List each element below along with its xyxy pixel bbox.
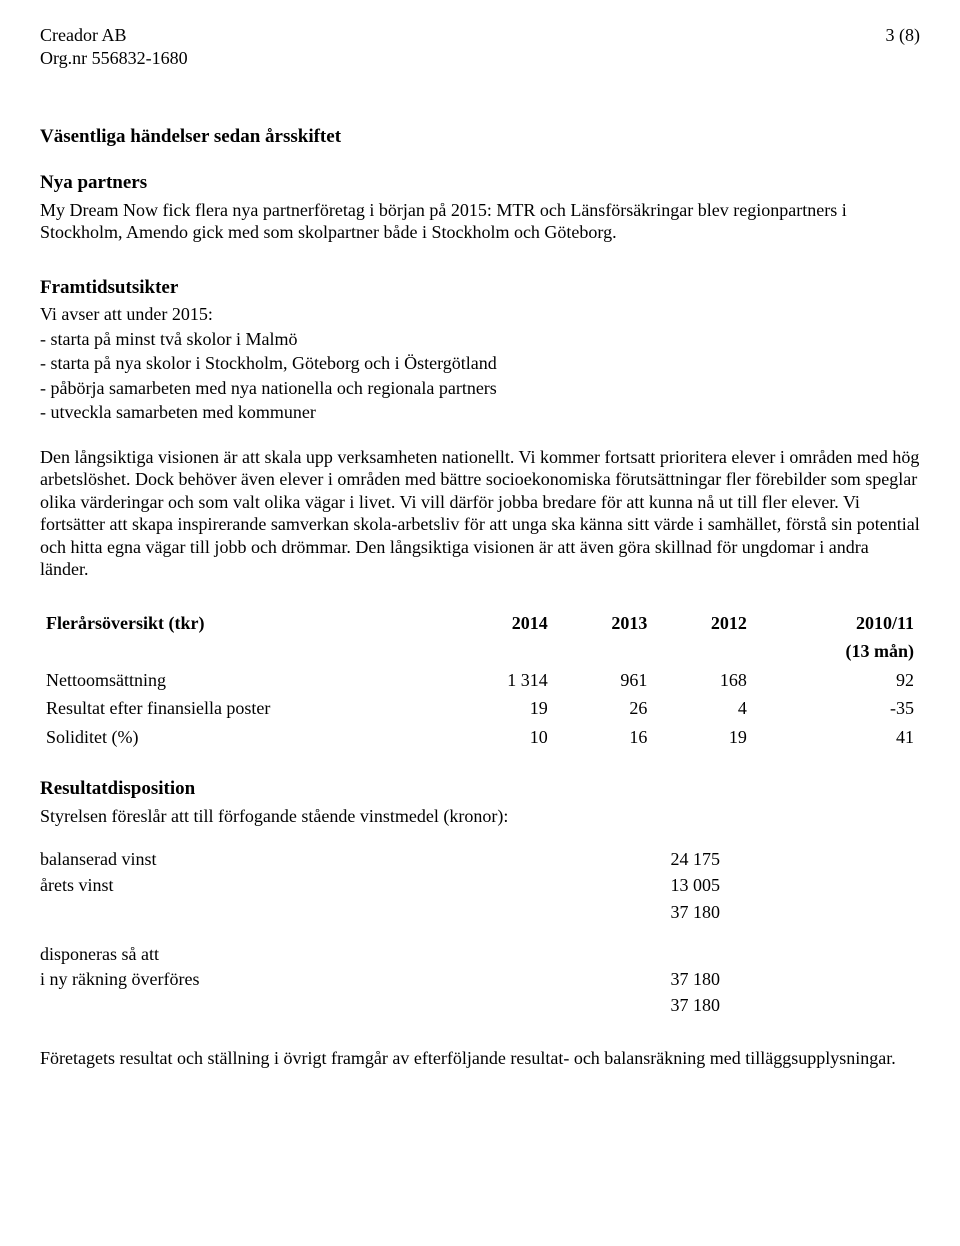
disp-value: 24 175	[580, 846, 720, 873]
disposition-intro: Styrelsen föreslår att till förfogande s…	[40, 805, 920, 828]
future-bullet-1: - starta på nya skolor i Stockholm, Göte…	[40, 352, 920, 375]
table-row: Resultat efter finansiella poster 19 26 …	[40, 694, 920, 723]
row-label-2: Soliditet (%)	[40, 723, 445, 752]
cell: 10	[445, 723, 554, 752]
heading-events: Väsentliga händelser sedan årsskiftet	[40, 125, 920, 149]
col-year-1: 2013	[554, 609, 654, 638]
col-year-3: 2010/11	[753, 609, 920, 638]
disposition-table-2: i ny räkning överföres 37 180 37 180	[40, 966, 720, 1019]
disp-value: 37 180	[580, 899, 720, 926]
row-label-0: Nettoomsättning	[40, 666, 445, 695]
disposition-mid: disponeras så att	[40, 943, 920, 966]
cell: 26	[554, 694, 654, 723]
disp-label: årets vinst	[40, 872, 580, 899]
cell: 961	[554, 666, 654, 695]
org-number: Org.nr 556832-1680	[40, 47, 188, 70]
heading-partners: Nya partners	[40, 171, 920, 195]
bottom-note: Företagets resultat och ställning i övri…	[40, 1047, 920, 1070]
company-name: Creador AB	[40, 24, 188, 47]
col-year-2: 2012	[653, 609, 753, 638]
table-title: Flerårsöversikt (tkr)	[40, 609, 445, 638]
table-row: Nettoomsättning 1 314 961 168 92	[40, 666, 920, 695]
cell: 19	[445, 694, 554, 723]
cell: 92	[753, 666, 920, 695]
future-bullet-2: - påbörja samarbeten med nya nationella …	[40, 377, 920, 400]
disposition-table-1: balanserad vinst 24 175 årets vinst 13 0…	[40, 846, 720, 926]
future-bullet-0: - starta på minst två skolor i Malmö	[40, 328, 920, 351]
paragraph-partners: My Dream Now fick flera nya partnerföret…	[40, 199, 920, 244]
disp-label	[40, 899, 580, 926]
table-row: i ny räkning överföres 37 180	[40, 966, 720, 993]
disp-label	[40, 992, 580, 1019]
col-year-0: 2014	[445, 609, 554, 638]
col-subnote: (13 mån)	[753, 637, 920, 666]
table-row: balanserad vinst 24 175	[40, 846, 720, 873]
cell: -35	[753, 694, 920, 723]
header-left: Creador AB Org.nr 556832-1680	[40, 24, 188, 69]
row-label-1: Resultat efter finansiella poster	[40, 694, 445, 723]
disp-value: 37 180	[580, 992, 720, 1019]
cell: 16	[554, 723, 654, 752]
cell: 168	[653, 666, 753, 695]
disp-value: 37 180	[580, 966, 720, 993]
disp-value: 13 005	[580, 872, 720, 899]
heading-future: Framtidsutsikter	[40, 276, 920, 300]
paragraph-future-long: Den långsiktiga visionen är att skala up…	[40, 446, 920, 581]
cell: 1 314	[445, 666, 554, 695]
page: Creador AB Org.nr 556832-1680 3 (8) Väse…	[0, 0, 960, 1109]
multiyear-table: Flerårsöversikt (tkr) 2014 2013 2012 201…	[40, 609, 920, 752]
table-row: årets vinst 13 005	[40, 872, 720, 899]
table-row: Soliditet (%) 10 16 19 41	[40, 723, 920, 752]
cell: 41	[753, 723, 920, 752]
disp-label: i ny räkning överföres	[40, 966, 580, 993]
page-header: Creador AB Org.nr 556832-1680 3 (8)	[40, 24, 920, 69]
table-row: 37 180	[40, 899, 720, 926]
cell: 4	[653, 694, 753, 723]
cell: 19	[653, 723, 753, 752]
future-bullet-3: - utveckla samarbeten med kommuner	[40, 401, 920, 424]
section-events: Väsentliga händelser sedan årsskiftet	[40, 125, 920, 149]
disp-label: balanserad vinst	[40, 846, 580, 873]
table-sub-blank	[40, 637, 445, 666]
future-intro: Vi avser att under 2015:	[40, 303, 920, 326]
page-number: 3 (8)	[886, 24, 921, 47]
heading-disposition: Resultatdisposition	[40, 777, 920, 801]
table-row: 37 180	[40, 992, 720, 1019]
